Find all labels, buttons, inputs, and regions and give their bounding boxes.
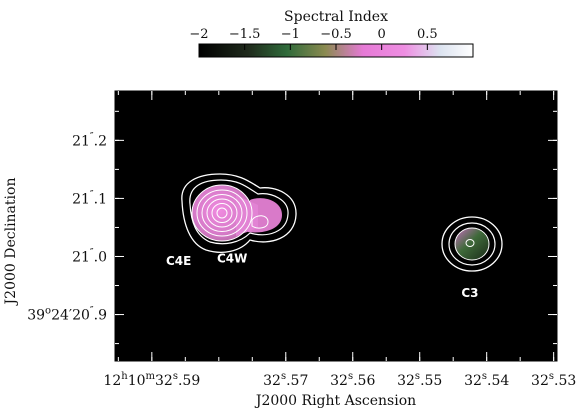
contour-c3-inner [454, 227, 490, 261]
y-tick-label: 21″.2 [72, 131, 107, 149]
emission-c3 [455, 228, 489, 260]
x-tick-label: 32s.55 [397, 371, 442, 389]
contour-c4e-3 [201, 194, 243, 232]
outer-contour-c4 [181, 173, 297, 253]
plot-frame [114, 90, 558, 362]
y-tick-labels: 21″.2 21″.1 21″.0 39o24′20″.9 [27, 131, 107, 323]
colorbar-tick-label: 0 [378, 27, 386, 42]
x-axis-label: J2000 Right Ascension [254, 393, 416, 409]
second-contour-c3 [448, 222, 496, 266]
colorbar-tick-label: −0.5 [320, 27, 352, 42]
colorbar-tick-label: −1 [281, 27, 300, 42]
outer-contour-c3 [441, 216, 503, 272]
colorbar: Spectral Index −2 −1.5 −1 −0.5 0 0.5 [189, 9, 474, 58]
colorbar-tick-label: 0.5 [417, 27, 438, 42]
contour-c4e-4 [206, 198, 238, 228]
colorbar-label: Spectral Index [284, 9, 388, 25]
y-axis-label: J2000 Declination [3, 178, 19, 307]
colorbar-tick-label: −1.5 [229, 27, 261, 42]
contour-c4e-2 [196, 189, 248, 237]
source-label: C4W [217, 251, 247, 265]
contour-c3-core [465, 239, 475, 247]
y-tick-label: 21″.1 [72, 189, 107, 207]
x-tick-label: 32s.57 [263, 371, 308, 389]
image-background [115, 91, 557, 361]
source-labels: C4E C4W C3 [166, 251, 479, 300]
source-c3 [441, 216, 503, 272]
x-tick-label: 32s.54 [464, 371, 509, 389]
colorbar-tick-label: −2 [189, 27, 208, 42]
source-label: C4E [166, 254, 191, 268]
axis-tick-marks [115, 91, 557, 361]
colorbar-tick-labels: −2 −1.5 −1 −0.5 0 0.5 [189, 27, 437, 42]
x-tick-label: 12h10m32s.59 [103, 371, 200, 389]
contour-c4e-1 [191, 184, 253, 242]
colorbar-tick-marks [198, 44, 428, 50]
contour-c4e-5 [211, 203, 233, 223]
x-tick-label: 32s.53 [531, 371, 576, 389]
plot-area: C4E C4W C3 [114, 90, 558, 362]
contour-c4w [251, 215, 269, 229]
source-complex-c4 [181, 173, 297, 253]
source-label: C3 [461, 286, 478, 300]
contour-c4e-6 [216, 207, 228, 219]
x-tick-labels: 12h10m32s.59 32s.57 32s.56 32s.55 32s.54 32s.… [103, 371, 576, 389]
second-contour-c4 [189, 179, 289, 245]
y-tick-label: 39o24′20″.9 [27, 306, 107, 324]
x-tick-label: 32s.56 [330, 371, 375, 389]
y-tick-label: 21″.0 [72, 247, 107, 265]
